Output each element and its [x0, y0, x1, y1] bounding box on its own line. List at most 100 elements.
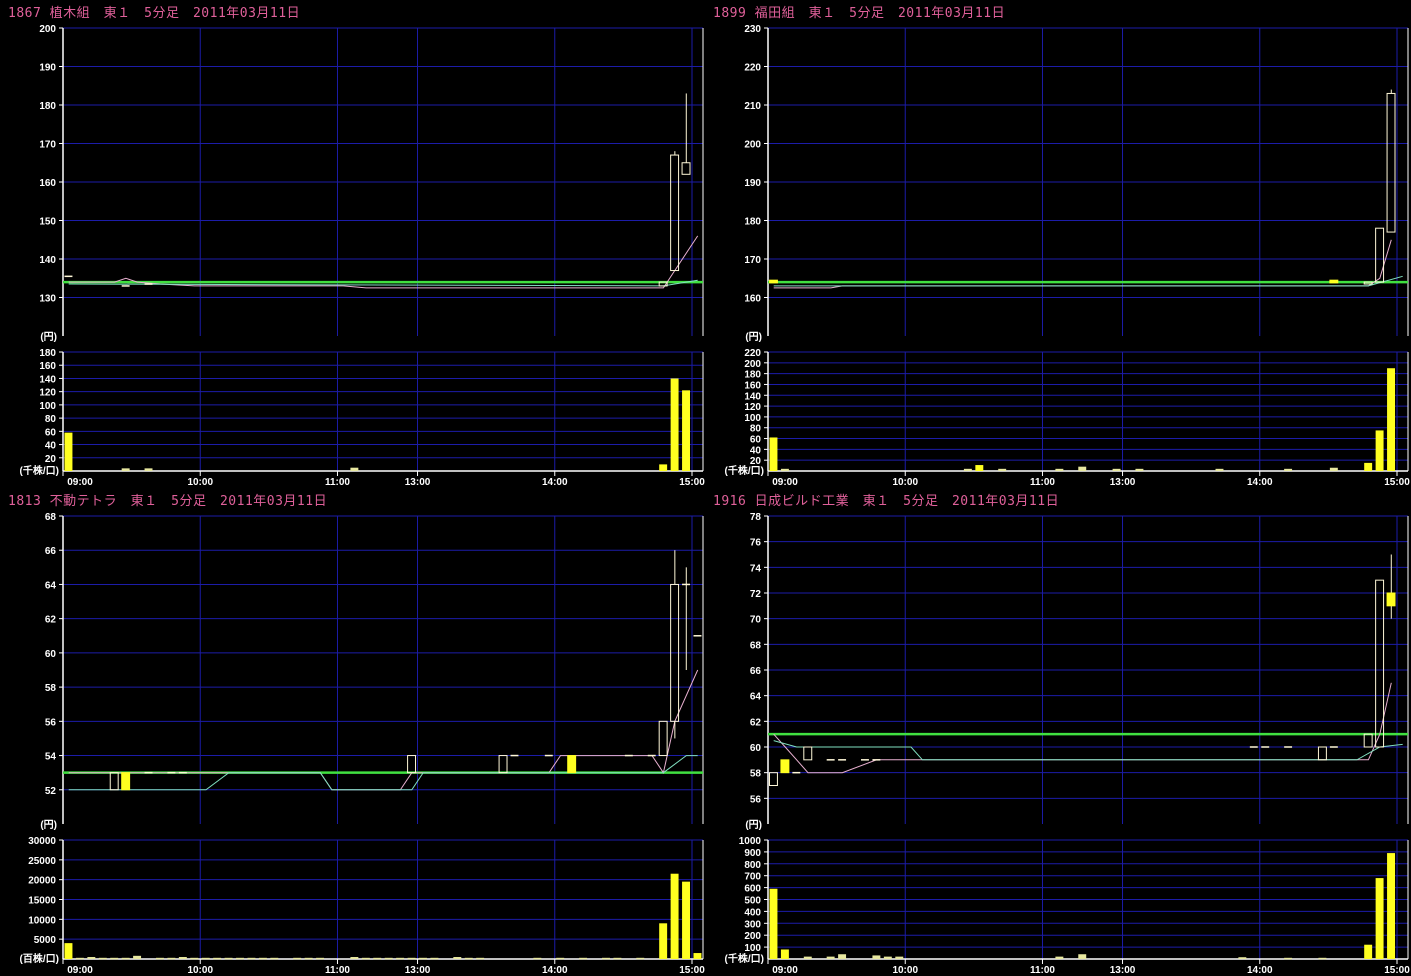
candle-body: [498, 755, 508, 774]
volume-tick-label: 500: [744, 896, 761, 907]
volume-bar: [780, 468, 789, 471]
volume-tick-label: 400: [744, 907, 761, 918]
volume-bar: [258, 957, 267, 960]
candle-body: [681, 162, 691, 175]
price-tick-label: 180: [39, 101, 56, 112]
price-tick-label: 220: [744, 63, 761, 74]
volume-bar: [1387, 368, 1395, 471]
time-tick-label: 13:00: [1110, 965, 1136, 976]
volume-bar: [602, 957, 610, 960]
volume-tick-label: 100: [744, 943, 761, 954]
volume-bar: [533, 957, 542, 960]
volume-bar: [636, 957, 645, 960]
time-tick-label: 15:00: [679, 965, 705, 976]
candle-body: [658, 281, 668, 287]
candle-body: [1386, 92, 1396, 233]
volume-bar: [373, 957, 382, 960]
price-tick-label: 58: [750, 769, 762, 780]
volume-tick-label: 100: [39, 401, 56, 412]
volume-tick-label: 140: [744, 391, 761, 402]
volume-bar: [98, 957, 107, 960]
volume-tick-label: 160: [744, 380, 761, 391]
time-tick-label: 10:00: [187, 965, 213, 976]
volume-bar: [803, 956, 812, 959]
price-unit-label: (円): [40, 819, 57, 831]
volume-tick-label: 220: [744, 348, 761, 359]
volume-tick-label: 140: [39, 374, 56, 385]
volume-bar: [1387, 853, 1395, 959]
candle-body: [670, 154, 680, 272]
price-tick-label: 180: [744, 217, 761, 228]
volume-bar: [247, 957, 256, 960]
volume-bar: [304, 957, 313, 960]
price-tick-label: 76: [750, 538, 762, 549]
price-tick-label: 56: [45, 717, 57, 728]
volume-tick-label: 5000: [34, 935, 57, 946]
volume-bar: [453, 957, 462, 959]
volume-bar: [1078, 466, 1087, 471]
price-tick-label: 62: [750, 717, 762, 728]
candle-body: [567, 755, 577, 774]
time-tick-label: 09:00: [772, 965, 798, 976]
time-tick-label: 14:00: [1247, 477, 1273, 488]
volume-bar: [883, 956, 892, 959]
volume-tick-label: 60: [750, 435, 762, 446]
time-tick-label: 13:00: [405, 965, 431, 976]
candle-body: [121, 772, 131, 791]
volume-bar: [407, 957, 416, 960]
time-tick-label: 15:00: [1384, 965, 1410, 976]
moving-average-ma2: [68, 279, 698, 287]
price-tick-label: 72: [750, 589, 762, 600]
volume-bar: [556, 957, 565, 960]
volume-tick-label: 10000: [28, 915, 56, 926]
time-tick-label: 09:00: [67, 965, 93, 976]
volume-bar: [659, 923, 668, 959]
price-tick-label: 160: [39, 178, 56, 189]
price-tick-label: 170: [39, 140, 56, 151]
time-tick-label: 11:00: [1030, 965, 1055, 976]
volume-bar: [1318, 957, 1327, 960]
price-tick-label: 60: [45, 649, 57, 660]
chart-canvas: 160 170 180 190 200 210 220 230 (円) 2040608010012…: [725, 24, 1410, 488]
chart-canvas: 130 140 150 160 170 180 190 200 (円) 20 40 60 80 100 12…: [20, 24, 705, 488]
price-tick-label: 68: [45, 512, 57, 523]
price-tick-label: 56: [750, 794, 762, 805]
volume-bar: [1215, 468, 1224, 471]
volume-bar: [1364, 462, 1373, 471]
time-tick-label: 14:00: [1247, 965, 1273, 976]
volume-bar: [350, 957, 359, 959]
volume-tick-label: 900: [744, 848, 761, 859]
volume-tick-label: 300: [744, 919, 761, 930]
volume-tick-label: 200: [744, 931, 761, 942]
volume-bar: [87, 957, 96, 959]
volume-tick-label: 180: [39, 348, 56, 359]
volume-bar: [75, 957, 84, 960]
price-tick-label: 62: [45, 615, 57, 626]
volume-bar: [224, 957, 233, 960]
price-tick-label: 140: [39, 255, 56, 266]
volume-unit-label: (千株/口): [20, 464, 59, 477]
candle-body: [670, 583, 680, 722]
volume-bar: [121, 957, 130, 960]
price-tick-label: 64: [750, 692, 762, 703]
price-unit-label: (円): [745, 819, 762, 831]
volume-tick-label: 800: [744, 860, 761, 871]
price-unit-label: (円): [745, 331, 762, 343]
candle-body: [780, 759, 790, 774]
volume-bar: [895, 956, 904, 959]
price-tick-label: 58: [45, 683, 57, 694]
candle-body: [658, 720, 668, 757]
volume-bar: [826, 956, 835, 959]
time-tick-label: 14:00: [542, 965, 568, 976]
moving-average-ma2: [773, 740, 1403, 761]
volume-bar: [110, 957, 119, 960]
volume-bar: [1329, 467, 1338, 471]
volume-unit-label: (千株/口): [725, 464, 764, 477]
volume-tick-label: 160: [39, 361, 56, 372]
volume-bar: [178, 957, 187, 959]
volume-bar: [670, 873, 679, 959]
candle-body: [769, 279, 778, 284]
volume-bar: [464, 957, 473, 960]
price-tick-label: 74: [750, 563, 762, 574]
volume-bar: [476, 957, 485, 960]
